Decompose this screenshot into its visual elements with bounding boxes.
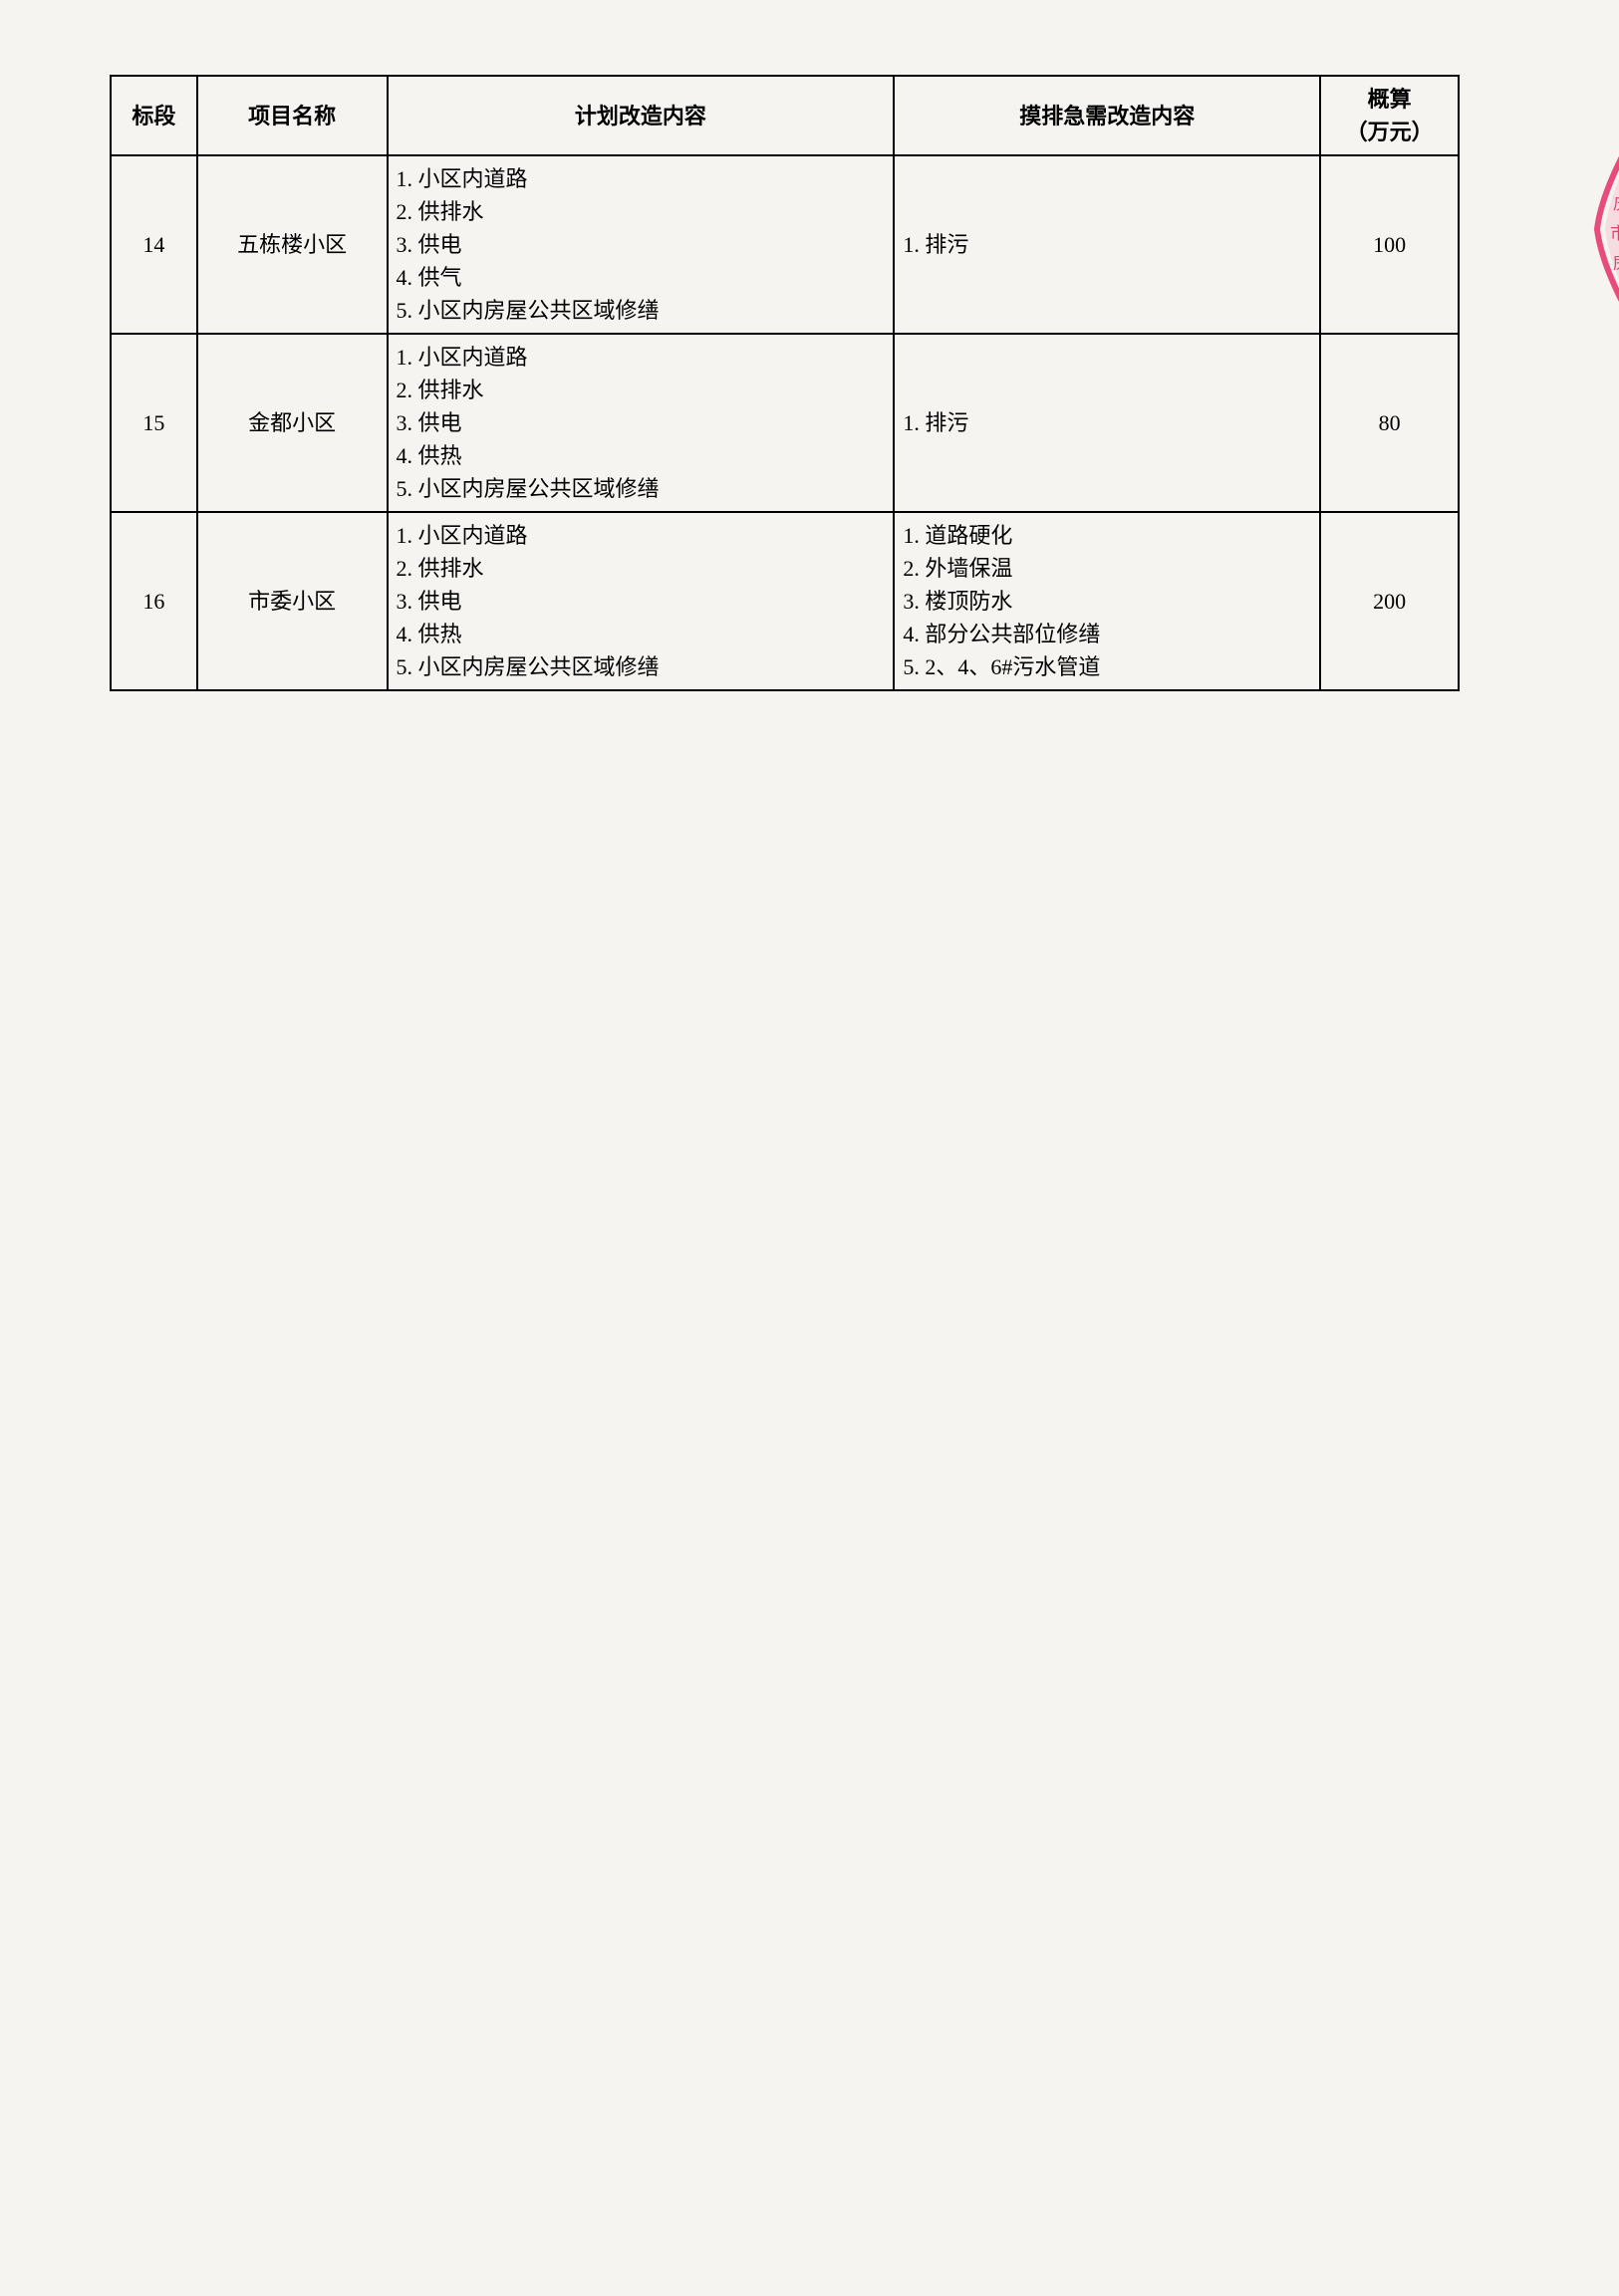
table-body: 14 五栋楼小区 1. 小区内道路 2. 供排水 3. 供电 4. 供气 5. … xyxy=(111,155,1459,690)
cell-plan: 1. 小区内道路 2. 供排水 3. 供电 4. 供气 5. 小区内房屋公共区域… xyxy=(388,155,895,334)
cell-budget: 100 xyxy=(1320,155,1459,334)
stamp-edge-icon: 安 庆 市 房 地 xyxy=(1587,129,1619,329)
cell-section: 14 xyxy=(111,155,197,334)
header-budget-line2: （万元） xyxy=(1329,116,1450,148)
svg-text:市: 市 xyxy=(1610,224,1619,243)
cell-name: 市委小区 xyxy=(197,512,388,690)
cell-plan: 1. 小区内道路 2. 供排水 3. 供电 4. 供热 5. 小区内房屋公共区域… xyxy=(388,334,895,512)
cell-urgent: 1. 排污 xyxy=(894,155,1320,334)
table-header-row: 标段 项目名称 计划改造内容 摸排急需改造内容 概算 （万元） xyxy=(111,76,1459,155)
header-plan: 计划改造内容 xyxy=(388,76,895,155)
header-section: 标段 xyxy=(111,76,197,155)
cell-plan: 1. 小区内道路 2. 供排水 3. 供电 4. 供热 5. 小区内房屋公共区域… xyxy=(388,512,895,690)
header-urgent: 摸排急需改造内容 xyxy=(894,76,1320,155)
svg-text:房: 房 xyxy=(1612,253,1619,273)
table-row: 16 市委小区 1. 小区内道路 2. 供排水 3. 供电 4. 供热 5. 小… xyxy=(111,512,1459,690)
cell-name: 金都小区 xyxy=(197,334,388,512)
cell-section: 15 xyxy=(111,334,197,512)
table-header: 标段 项目名称 计划改造内容 摸排急需改造内容 概算 （万元） xyxy=(111,76,1459,155)
cell-urgent: 1. 道路硬化 2. 外墙保温 3. 楼顶防水 4. 部分公共部位修缮 5. 2… xyxy=(894,512,1320,690)
renovation-table: 标段 项目名称 计划改造内容 摸排急需改造内容 概算 （万元） 14 五栋楼小区… xyxy=(110,75,1460,691)
header-budget: 概算 （万元） xyxy=(1320,76,1459,155)
table-row: 15 金都小区 1. 小区内道路 2. 供排水 3. 供电 4. 供热 5. 小… xyxy=(111,334,1459,512)
header-budget-line1: 概算 xyxy=(1329,83,1450,116)
header-name: 项目名称 xyxy=(197,76,388,155)
cell-urgent: 1. 排污 xyxy=(894,334,1320,512)
table-row: 14 五栋楼小区 1. 小区内道路 2. 供排水 3. 供电 4. 供气 5. … xyxy=(111,155,1459,334)
document-page: 标段 项目名称 计划改造内容 摸排急需改造内容 概算 （万元） 14 五栋楼小区… xyxy=(0,0,1619,2296)
cell-budget: 200 xyxy=(1320,512,1459,690)
cell-budget: 80 xyxy=(1320,334,1459,512)
cell-section: 16 xyxy=(111,512,197,690)
cell-name: 五栋楼小区 xyxy=(197,155,388,334)
svg-text:庆: 庆 xyxy=(1613,194,1619,214)
